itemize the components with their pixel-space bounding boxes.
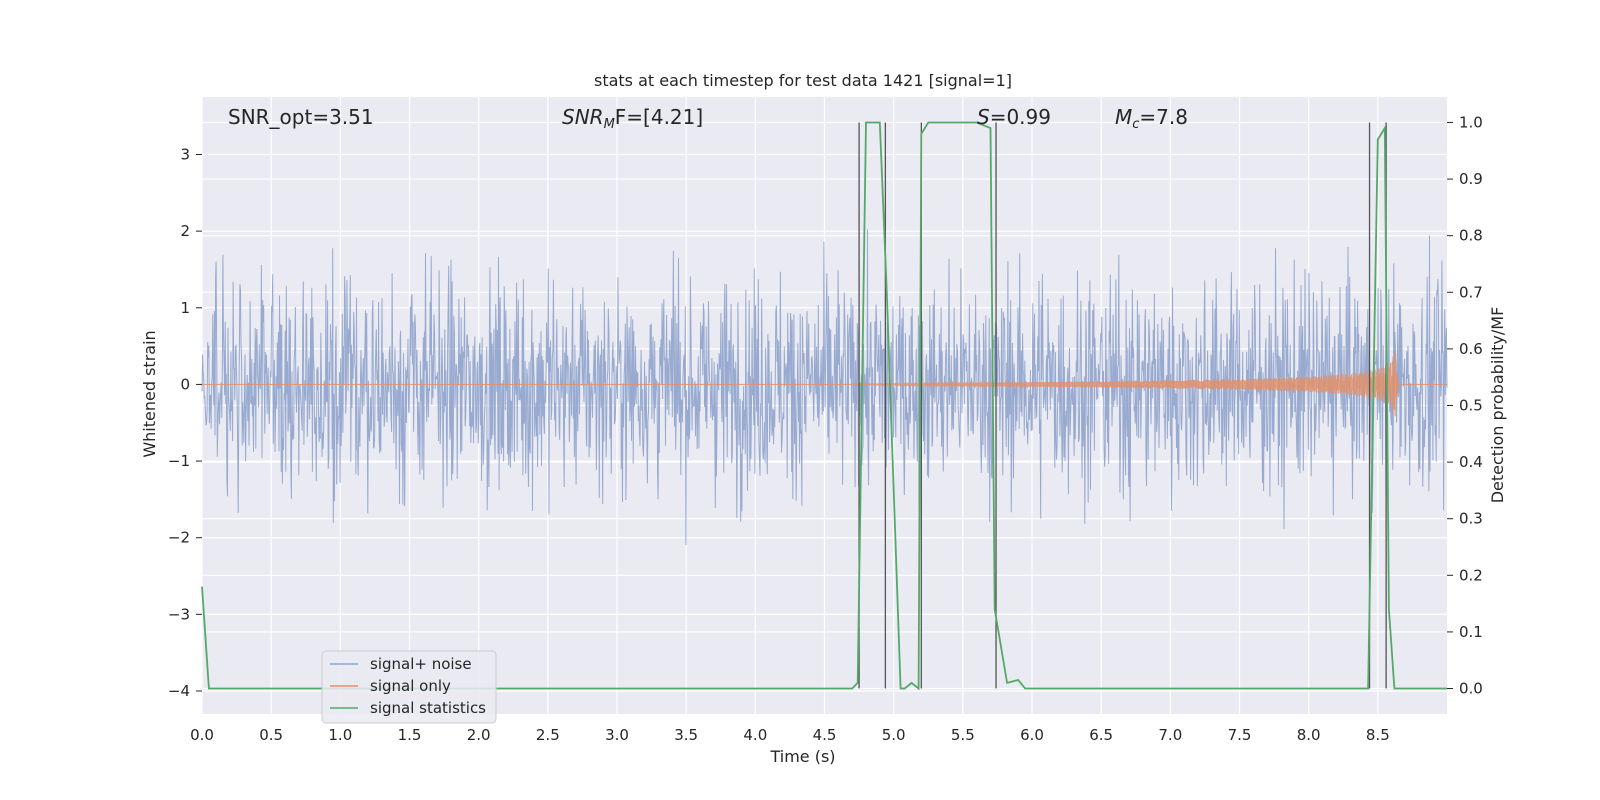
y-left-tick-label: −1 bbox=[168, 452, 190, 470]
mc-subscript: c bbox=[1132, 117, 1139, 132]
x-tick-label: 2.0 bbox=[467, 726, 491, 744]
signal-only-series bbox=[202, 351, 1447, 417]
grid-lines bbox=[201, 97, 1447, 714]
y-left-axis-ticks: −4 −3 −2 −1 0 1 2 3 bbox=[168, 145, 202, 700]
mc-main: M bbox=[1115, 105, 1132, 129]
x-tick-label: 5.5 bbox=[951, 726, 975, 744]
y-right-tick-label: 0.4 bbox=[1459, 453, 1483, 471]
x-tick-label: 1.0 bbox=[328, 726, 352, 744]
x-tick-label: 0.5 bbox=[259, 726, 283, 744]
legend: signal+ noise signal only signal statist… bbox=[321, 650, 497, 724]
signal-statistics-line bbox=[201, 121, 1447, 691]
x-tick-label: 3.0 bbox=[605, 726, 629, 744]
snr-mf-subscript: M bbox=[604, 117, 615, 132]
x-tick-label: 6.0 bbox=[1020, 726, 1044, 744]
x-tick-label: 3.5 bbox=[674, 726, 698, 744]
snr-opt-annotation: SNR_opt=3.51 bbox=[228, 105, 374, 129]
y-left-tick-label: 3 bbox=[180, 145, 190, 163]
y-right-tick-label: 0.7 bbox=[1459, 283, 1483, 301]
x-tick-label: 1.5 bbox=[398, 726, 422, 744]
legend-label-signal-only: signal only bbox=[370, 677, 451, 695]
y-right-tick-label: 0.5 bbox=[1459, 397, 1483, 415]
y-right-tick-label: 0.1 bbox=[1459, 623, 1483, 641]
x-axis-ticks: 0.0 0.5 1.0 1.5 2.0 2.5 3.0 3.5 4.0 4.5 5.0 5.5 6.0 6… bbox=[190, 726, 1390, 744]
y-right-axis-label: Detection probability/MF bbox=[1488, 307, 1507, 504]
x-tick-label: 7.0 bbox=[1158, 726, 1182, 744]
y-right-tick-label: 0.2 bbox=[1459, 566, 1483, 584]
x-tick-label: 2.5 bbox=[536, 726, 560, 744]
y-left-tick-label: −2 bbox=[168, 529, 190, 547]
mc-rest: =7.8 bbox=[1139, 105, 1188, 129]
x-tick-label: 7.5 bbox=[1228, 726, 1252, 744]
y-right-tick-label: 0.8 bbox=[1459, 227, 1483, 245]
y-left-tick-label: −3 bbox=[168, 605, 190, 623]
s-annotation: S=0.99 bbox=[977, 105, 1051, 129]
s-main: S bbox=[977, 105, 990, 129]
x-tick-label: 8.5 bbox=[1366, 726, 1390, 744]
signal-noise-series bbox=[201, 229, 1448, 546]
x-axis-label: Time (s) bbox=[769, 747, 835, 766]
legend-label-signal-statistics: signal statistics bbox=[370, 699, 486, 717]
legend-box bbox=[321, 650, 497, 724]
snr-mf-annotation: SNRMF=[4.21] bbox=[562, 105, 703, 132]
y-right-axis-ticks: 0.0 0.1 0.2 0.3 0.4 0.5 0.6 0.7 0.8 0.9 1.0 bbox=[1447, 113, 1483, 698]
mc-annotation: Mc=7.8 bbox=[1115, 105, 1188, 132]
x-tick-label: 4.5 bbox=[813, 726, 837, 744]
x-tick-label: 4.0 bbox=[743, 726, 767, 744]
y-right-tick-label: 0.6 bbox=[1459, 340, 1483, 358]
chart-title: stats at each timestep for test data 142… bbox=[594, 71, 1012, 90]
x-tick-label: 5.0 bbox=[882, 726, 906, 744]
y-left-tick-label: 2 bbox=[180, 222, 190, 240]
y-right-tick-label: 1.0 bbox=[1459, 113, 1483, 131]
signal-noise-line bbox=[201, 229, 1448, 546]
snr-mf-main: SNR bbox=[562, 105, 604, 129]
y-left-tick-label: 1 bbox=[180, 299, 190, 317]
signal-only-line bbox=[202, 351, 1447, 417]
y-right-tick-label: 0.0 bbox=[1459, 680, 1483, 698]
signal-statistics-series bbox=[201, 121, 1447, 691]
s-rest: =0.99 bbox=[990, 105, 1051, 129]
x-tick-label: 0.0 bbox=[190, 726, 214, 744]
x-tick-label: 6.5 bbox=[1089, 726, 1113, 744]
x-tick-label: 8.0 bbox=[1297, 726, 1321, 744]
y-left-tick-label: 0 bbox=[180, 375, 190, 393]
snr-mf-rest: F=[4.21] bbox=[615, 105, 703, 129]
y-right-tick-label: 0.3 bbox=[1459, 510, 1483, 528]
y-right-tick-label: 0.9 bbox=[1459, 170, 1483, 188]
legend-label-signal-noise: signal+ noise bbox=[370, 655, 472, 673]
y-left-axis-label: Whitened strain bbox=[140, 330, 159, 457]
y-left-tick-label: −4 bbox=[168, 682, 190, 700]
